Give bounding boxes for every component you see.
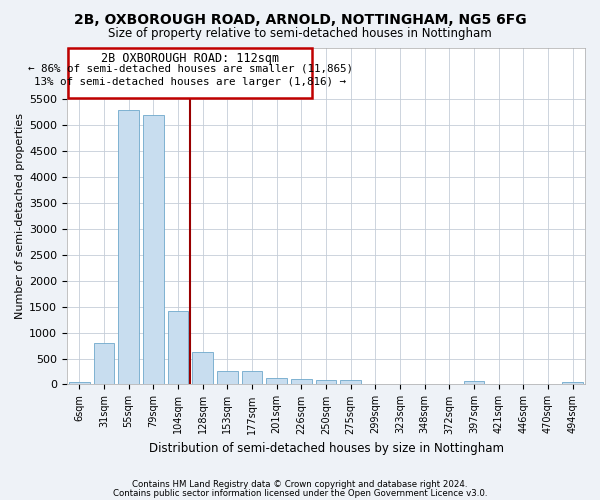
Bar: [94, 343, 115, 384]
X-axis label: Distribution of semi-detached houses by size in Nottingham: Distribution of semi-detached houses by …: [149, 442, 503, 455]
Bar: [464, 381, 484, 384]
Text: Contains HM Land Registry data © Crown copyright and database right 2024.: Contains HM Land Registry data © Crown c…: [132, 480, 468, 489]
Bar: [69, 382, 90, 384]
Bar: [118, 110, 139, 384]
Bar: [266, 378, 287, 384]
Text: 2B, OXBOROUGH ROAD, ARNOLD, NOTTINGHAM, NG5 6FG: 2B, OXBOROUGH ROAD, ARNOLD, NOTTINGHAM, …: [74, 12, 526, 26]
Y-axis label: Number of semi-detached properties: Number of semi-detached properties: [15, 113, 25, 319]
Bar: [291, 380, 312, 384]
Bar: [217, 371, 238, 384]
Text: Contains public sector information licensed under the Open Government Licence v3: Contains public sector information licen…: [113, 489, 487, 498]
Bar: [562, 382, 583, 384]
Bar: [167, 311, 188, 384]
Text: 13% of semi-detached houses are larger (1,816) →: 13% of semi-detached houses are larger (…: [34, 77, 346, 87]
Bar: [192, 352, 213, 384]
Bar: [316, 380, 337, 384]
Text: ← 86% of semi-detached houses are smaller (11,865): ← 86% of semi-detached houses are smalle…: [28, 64, 353, 74]
FancyBboxPatch shape: [68, 48, 313, 98]
Text: Size of property relative to semi-detached houses in Nottingham: Size of property relative to semi-detach…: [108, 28, 492, 40]
Bar: [143, 115, 164, 384]
Bar: [340, 380, 361, 384]
Text: 2B OXBOROUGH ROAD: 112sqm: 2B OXBOROUGH ROAD: 112sqm: [101, 52, 280, 64]
Bar: [242, 370, 262, 384]
